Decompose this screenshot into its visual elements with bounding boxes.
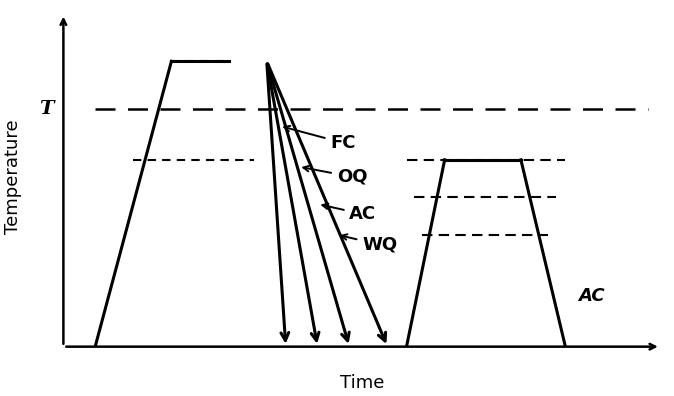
Text: AC: AC <box>578 287 605 305</box>
Text: WQ: WQ <box>342 234 397 254</box>
Text: T: T <box>39 100 54 118</box>
Text: OQ: OQ <box>303 166 367 186</box>
Text: AC: AC <box>322 204 377 223</box>
Text: FC: FC <box>284 126 356 152</box>
Text: Time: Time <box>340 374 384 392</box>
Text: Temperature: Temperature <box>3 120 22 234</box>
